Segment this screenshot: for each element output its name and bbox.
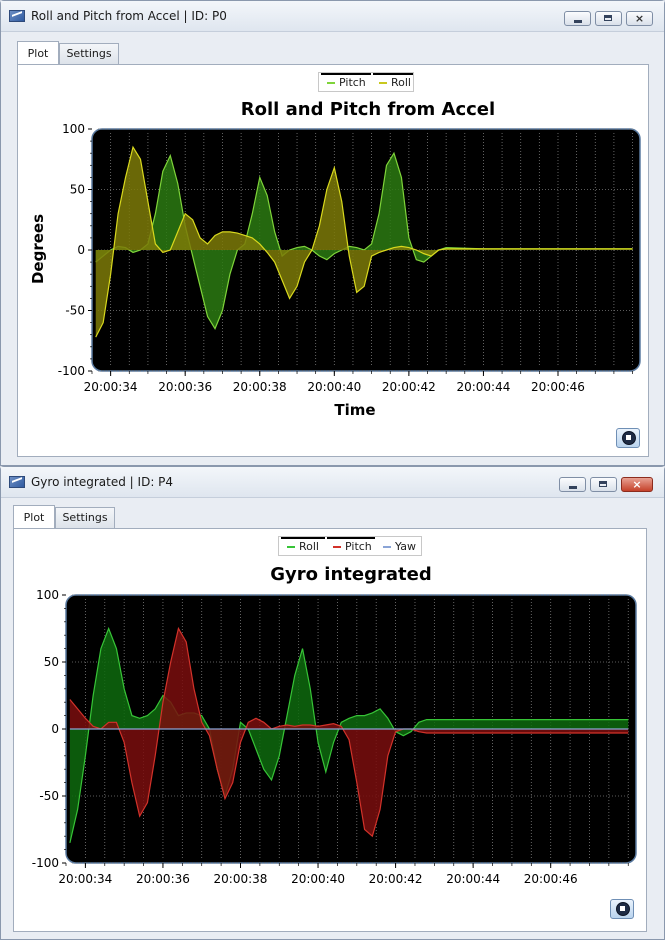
tab-plot[interactable]: Plot bbox=[17, 41, 59, 64]
x-tick-label: 20:00:42 bbox=[382, 380, 436, 394]
accel-legend: Pitch Roll bbox=[318, 72, 414, 92]
accel-plot-panel: Pitch Roll Roll and Pitch from Accel Deg… bbox=[17, 64, 649, 457]
accel-window: Roll and Pitch from Accel | ID: P0 × Plo… bbox=[0, 0, 665, 466]
x-tick-label: 20:00:40 bbox=[291, 872, 345, 886]
gyro-chart[interactable]: 100 50 0 -50 -100 20:00:34 20:00:36 20:00:38 20:… bbox=[14, 589, 646, 919]
gyro-window-titlebar[interactable]: Gyro integrated | ID: P4 × bbox=[1, 467, 664, 498]
x-tick-label: 20:00:46 bbox=[524, 872, 578, 886]
x-tick-label: 20:00:38 bbox=[233, 380, 287, 394]
x-tick-label: 20:00:38 bbox=[214, 872, 268, 886]
gyro-window: Gyro integrated | ID: P4 × Plot Settings… bbox=[0, 466, 665, 940]
tab-settings[interactable]: Settings bbox=[55, 507, 115, 528]
gyro-legend: Roll Pitch Yaw bbox=[278, 536, 422, 556]
y-tick-label: 100 bbox=[62, 123, 85, 136]
gyro-window-title: Gyro integrated | ID: P4 bbox=[31, 475, 174, 489]
accel-window-titlebar[interactable]: Roll and Pitch from Accel | ID: P0 × bbox=[1, 1, 664, 32]
legend-item-pitch[interactable]: Pitch bbox=[321, 73, 371, 91]
gyro-plot-panel: Roll Pitch Yaw Gyro integrated 100 50 0 -50… bbox=[13, 528, 647, 932]
series-line-roll bbox=[95, 145, 633, 338]
x-tick-label: 20:00:40 bbox=[307, 380, 361, 394]
chart-title: Roll and Pitch from Accel bbox=[240, 99, 496, 120]
maximize-icon bbox=[591, 478, 616, 491]
close-icon: × bbox=[632, 478, 642, 491]
series-area-pitch bbox=[69, 628, 629, 837]
close-button[interactable]: × bbox=[626, 11, 653, 26]
minimize-button[interactable] bbox=[559, 477, 586, 492]
y-tick-label: -50 bbox=[39, 789, 59, 803]
minimize-icon bbox=[565, 12, 590, 25]
x-tick-label: 20:00:46 bbox=[531, 380, 585, 394]
tab-settings[interactable]: Settings bbox=[59, 43, 119, 64]
accel-window-title: Roll and Pitch from Accel | ID: P0 bbox=[31, 9, 227, 23]
y-tick-label: 0 bbox=[51, 722, 59, 736]
y-tick-label: 0 bbox=[77, 243, 85, 257]
legend-label-roll: Roll bbox=[391, 76, 411, 89]
close-button[interactable]: × bbox=[621, 477, 653, 492]
legend-label-roll: Roll bbox=[299, 540, 319, 553]
tab-plot[interactable]: Plot bbox=[13, 505, 55, 528]
accel-chart[interactable]: 100 50 0 -50 -100 20:00:34 20:00:36 20:00:38 20:… bbox=[18, 123, 648, 443]
y-tick-label: 50 bbox=[44, 655, 59, 669]
legend-label-pitch: Pitch bbox=[345, 540, 372, 553]
legend-item-roll[interactable]: Roll bbox=[281, 537, 325, 555]
x-tick-label: 20:00:34 bbox=[58, 872, 112, 886]
legend-swatch-pitch bbox=[327, 82, 335, 84]
y-tick-label: -100 bbox=[58, 364, 85, 378]
legend-label-pitch: Pitch bbox=[339, 76, 366, 89]
x-tick-label: 20:00:44 bbox=[446, 872, 500, 886]
chart-title: Gyro integrated bbox=[270, 564, 432, 585]
x-tick-label: 20:00:36 bbox=[136, 872, 190, 886]
y-tick-label: -100 bbox=[32, 856, 59, 870]
stop-button[interactable] bbox=[616, 428, 640, 448]
legend-swatch-roll bbox=[379, 82, 387, 84]
legend-swatch-yaw bbox=[383, 546, 391, 548]
x-tick-label: 20:00:34 bbox=[84, 380, 138, 394]
legend-swatch-pitch bbox=[333, 546, 341, 548]
minimize-button[interactable] bbox=[564, 11, 591, 26]
close-icon: × bbox=[634, 12, 645, 25]
series-area-roll bbox=[95, 147, 633, 338]
y-tick-label: 100 bbox=[36, 589, 59, 602]
stop-button[interactable] bbox=[610, 899, 634, 919]
legend-item-roll[interactable]: Roll bbox=[373, 73, 413, 91]
x-tick-label: 20:00:36 bbox=[158, 380, 212, 394]
legend-item-pitch[interactable]: Pitch bbox=[327, 537, 375, 555]
maximize-button[interactable] bbox=[590, 477, 617, 492]
y-tick-label: 50 bbox=[70, 183, 85, 197]
legend-swatch-roll bbox=[287, 546, 295, 548]
legend-item-yaw[interactable]: Yaw bbox=[377, 537, 421, 555]
chart-app-icon bbox=[9, 476, 25, 488]
y-tick-label: -50 bbox=[65, 304, 85, 318]
maximize-icon bbox=[596, 12, 621, 25]
x-axis-label: Time bbox=[334, 401, 376, 419]
legend-label-yaw: Yaw bbox=[395, 540, 416, 553]
x-tick-label: 20:00:44 bbox=[456, 380, 510, 394]
series-line-roll bbox=[69, 626, 629, 844]
chart-app-icon bbox=[9, 10, 25, 22]
x-tick-label: 20:00:42 bbox=[369, 872, 423, 886]
maximize-button[interactable] bbox=[595, 11, 622, 26]
minimize-icon bbox=[560, 478, 585, 491]
